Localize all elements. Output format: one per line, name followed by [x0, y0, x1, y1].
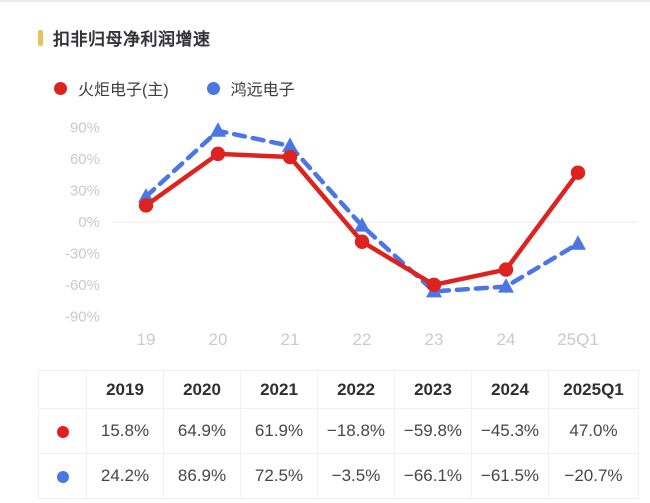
- data-point-triangle: [354, 217, 370, 232]
- x-axis-tick-label: 23: [425, 330, 444, 349]
- table-value-cell: −66.1%: [394, 453, 472, 499]
- chart-legend: 火炬电子(主) 鸿远电子: [54, 76, 295, 100]
- x-axis-tick-label: 25Q1: [557, 330, 599, 349]
- data-table: 2019 2020 2021 2022 2023 2024 2025Q1 15.8% 64.9%…: [38, 370, 639, 499]
- y-axis-tick-label: 30%: [70, 183, 100, 200]
- data-point-triangle: [498, 278, 514, 293]
- legend-label: 鸿远电子: [230, 82, 295, 99]
- series-marker-cell: [38, 408, 87, 454]
- table-value-cell: 47.0%: [548, 408, 639, 454]
- table-value-cell: −18.8%: [317, 408, 395, 454]
- data-point-triangle: [210, 122, 226, 137]
- table-value-cell: 72.5%: [240, 453, 318, 499]
- series-marker-cell: [38, 453, 87, 499]
- series-line-dashed: [143, 128, 581, 294]
- table-value-cell: 15.8%: [86, 408, 164, 454]
- x-axis-tick-label: 22: [353, 330, 372, 349]
- chart-title: 扣非归母净利润增速: [53, 30, 211, 49]
- table-header-row: 2019 2020 2021 2022 2023 2024 2025Q1: [38, 370, 639, 409]
- y-axis-tick-label: -30%: [65, 246, 100, 263]
- table-row: 24.2% 86.9% 72.5% −3.5% −66.1% −61.5% −20.7%: [38, 453, 639, 499]
- y-axis-tick-label: -60%: [65, 277, 100, 294]
- table-value-cell: −20.7%: [548, 453, 639, 499]
- data-point-circle: [354, 234, 370, 249]
- legend-dot-red-icon: [54, 81, 67, 95]
- x-axis-tick-label: 20: [209, 330, 228, 349]
- data-point-circle: [210, 146, 226, 162]
- legend-item-huoju[interactable]: 火炬电子(主): [54, 76, 169, 100]
- x-axis-tick-label: 24: [497, 330, 516, 349]
- legend-dot-blue-icon: [206, 81, 220, 95]
- data-point-circle: [138, 198, 154, 213]
- table-header-cell: 2023: [394, 370, 472, 409]
- table-value-cell: 61.9%: [240, 408, 318, 454]
- table-header-cell: 2022: [317, 370, 395, 409]
- table-header-cell: [38, 370, 87, 409]
- y-axis-tick-label: -90%: [65, 309, 100, 326]
- table-value-cell: 64.9%: [163, 408, 241, 454]
- data-point-triangle: [570, 235, 586, 250]
- table-value-cell: −61.5%: [471, 453, 549, 499]
- line-chart-canvas: 90% 60% 30% 0% -30% -60% -90% 19 20 21 22 23 24 25Q1: [65, 120, 638, 349]
- card-header: 扣非归母净利润增速: [38, 25, 211, 50]
- y-axis-tick-label: 60%: [70, 151, 100, 168]
- table-header-cell: 2025Q1: [548, 370, 639, 409]
- table-header-cell: 2019: [86, 370, 164, 409]
- table-value-cell: −59.8%: [394, 408, 472, 454]
- series-dot-icon: [56, 425, 69, 438]
- table-header-cell: 2020: [163, 370, 241, 409]
- legend-label: 火炬电子(主): [78, 82, 169, 99]
- table-header-cell: 2024: [471, 370, 549, 409]
- table-value-cell: 24.2%: [86, 453, 164, 499]
- data-point-circle: [282, 149, 298, 165]
- data-point-triangle: [138, 188, 154, 203]
- title-accent-bar: [38, 29, 43, 46]
- table-row: 15.8% 64.9% 61.9% −18.8% −59.8% −45.3% 47.0%: [38, 408, 639, 454]
- data-point-triangle: [282, 137, 298, 152]
- table-value-cell: −45.3%: [471, 408, 549, 454]
- y-axis-tick-label: 90%: [70, 120, 100, 137]
- table-header-cell: 2021: [240, 370, 318, 409]
- table-value-cell: 86.9%: [163, 453, 241, 499]
- series-dot-icon: [56, 470, 69, 483]
- legend-item-hongyuan[interactable]: 鸿远电子: [206, 76, 295, 100]
- x-axis-tick-label: 21: [281, 330, 300, 349]
- data-point-circle: [426, 277, 442, 292]
- data-point-circle: [570, 165, 586, 180]
- table-value-cell: −3.5%: [317, 453, 395, 499]
- y-axis-tick-label: 0%: [78, 214, 100, 231]
- line-chart: 90% 60% 30% 0% -30% -60% -90% 19 20 21 22 23 24 25Q1: [0, 102, 650, 364]
- x-axis-tick-label: 19: [137, 330, 156, 349]
- data-point-circle: [498, 262, 514, 277]
